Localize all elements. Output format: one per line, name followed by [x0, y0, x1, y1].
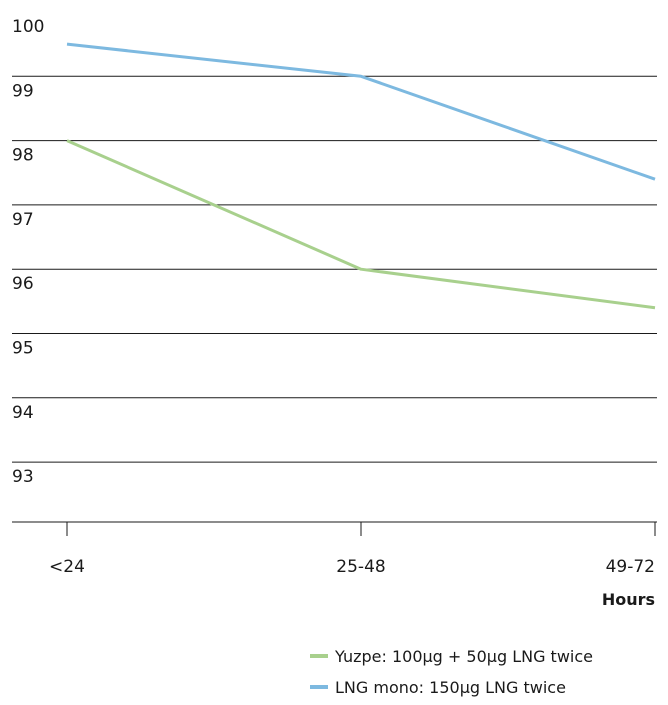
y-tick-label: 99	[12, 81, 34, 101]
x-tick-label: 49-72	[606, 557, 655, 577]
y-tick-label: 98	[12, 146, 34, 166]
y-tick-label: 95	[12, 339, 34, 359]
series-line-1	[66, 139, 656, 310]
x-tick-label: 25-48	[336, 557, 385, 577]
y-tick-label: 94	[12, 403, 34, 423]
legend-label: Yuzpe: 100µg + 50µg LNG twice	[334, 647, 593, 666]
y-tick-label: 96	[12, 274, 34, 294]
legend-label: LNG mono: 150µg LNG twice	[335, 678, 566, 697]
series-lines	[66, 42, 656, 310]
x-tick-label: <24	[49, 557, 85, 577]
y-tick-label: 93	[12, 467, 34, 487]
y-tick-labels: 100 99 98 97 96 95 94 93	[12, 17, 44, 487]
legend: Yuzpe: 100µg + 50µg LNG twice LNG mono: 1…	[310, 647, 593, 697]
y-tick-label: 100	[12, 17, 44, 37]
series-line-2	[66, 42, 656, 181]
x-axis-title: Hours	[602, 590, 655, 609]
x-axis: <24 25-48 49-72	[12, 521, 657, 577]
y-tick-label: 97	[12, 210, 34, 230]
gridlines	[12, 75, 657, 463]
